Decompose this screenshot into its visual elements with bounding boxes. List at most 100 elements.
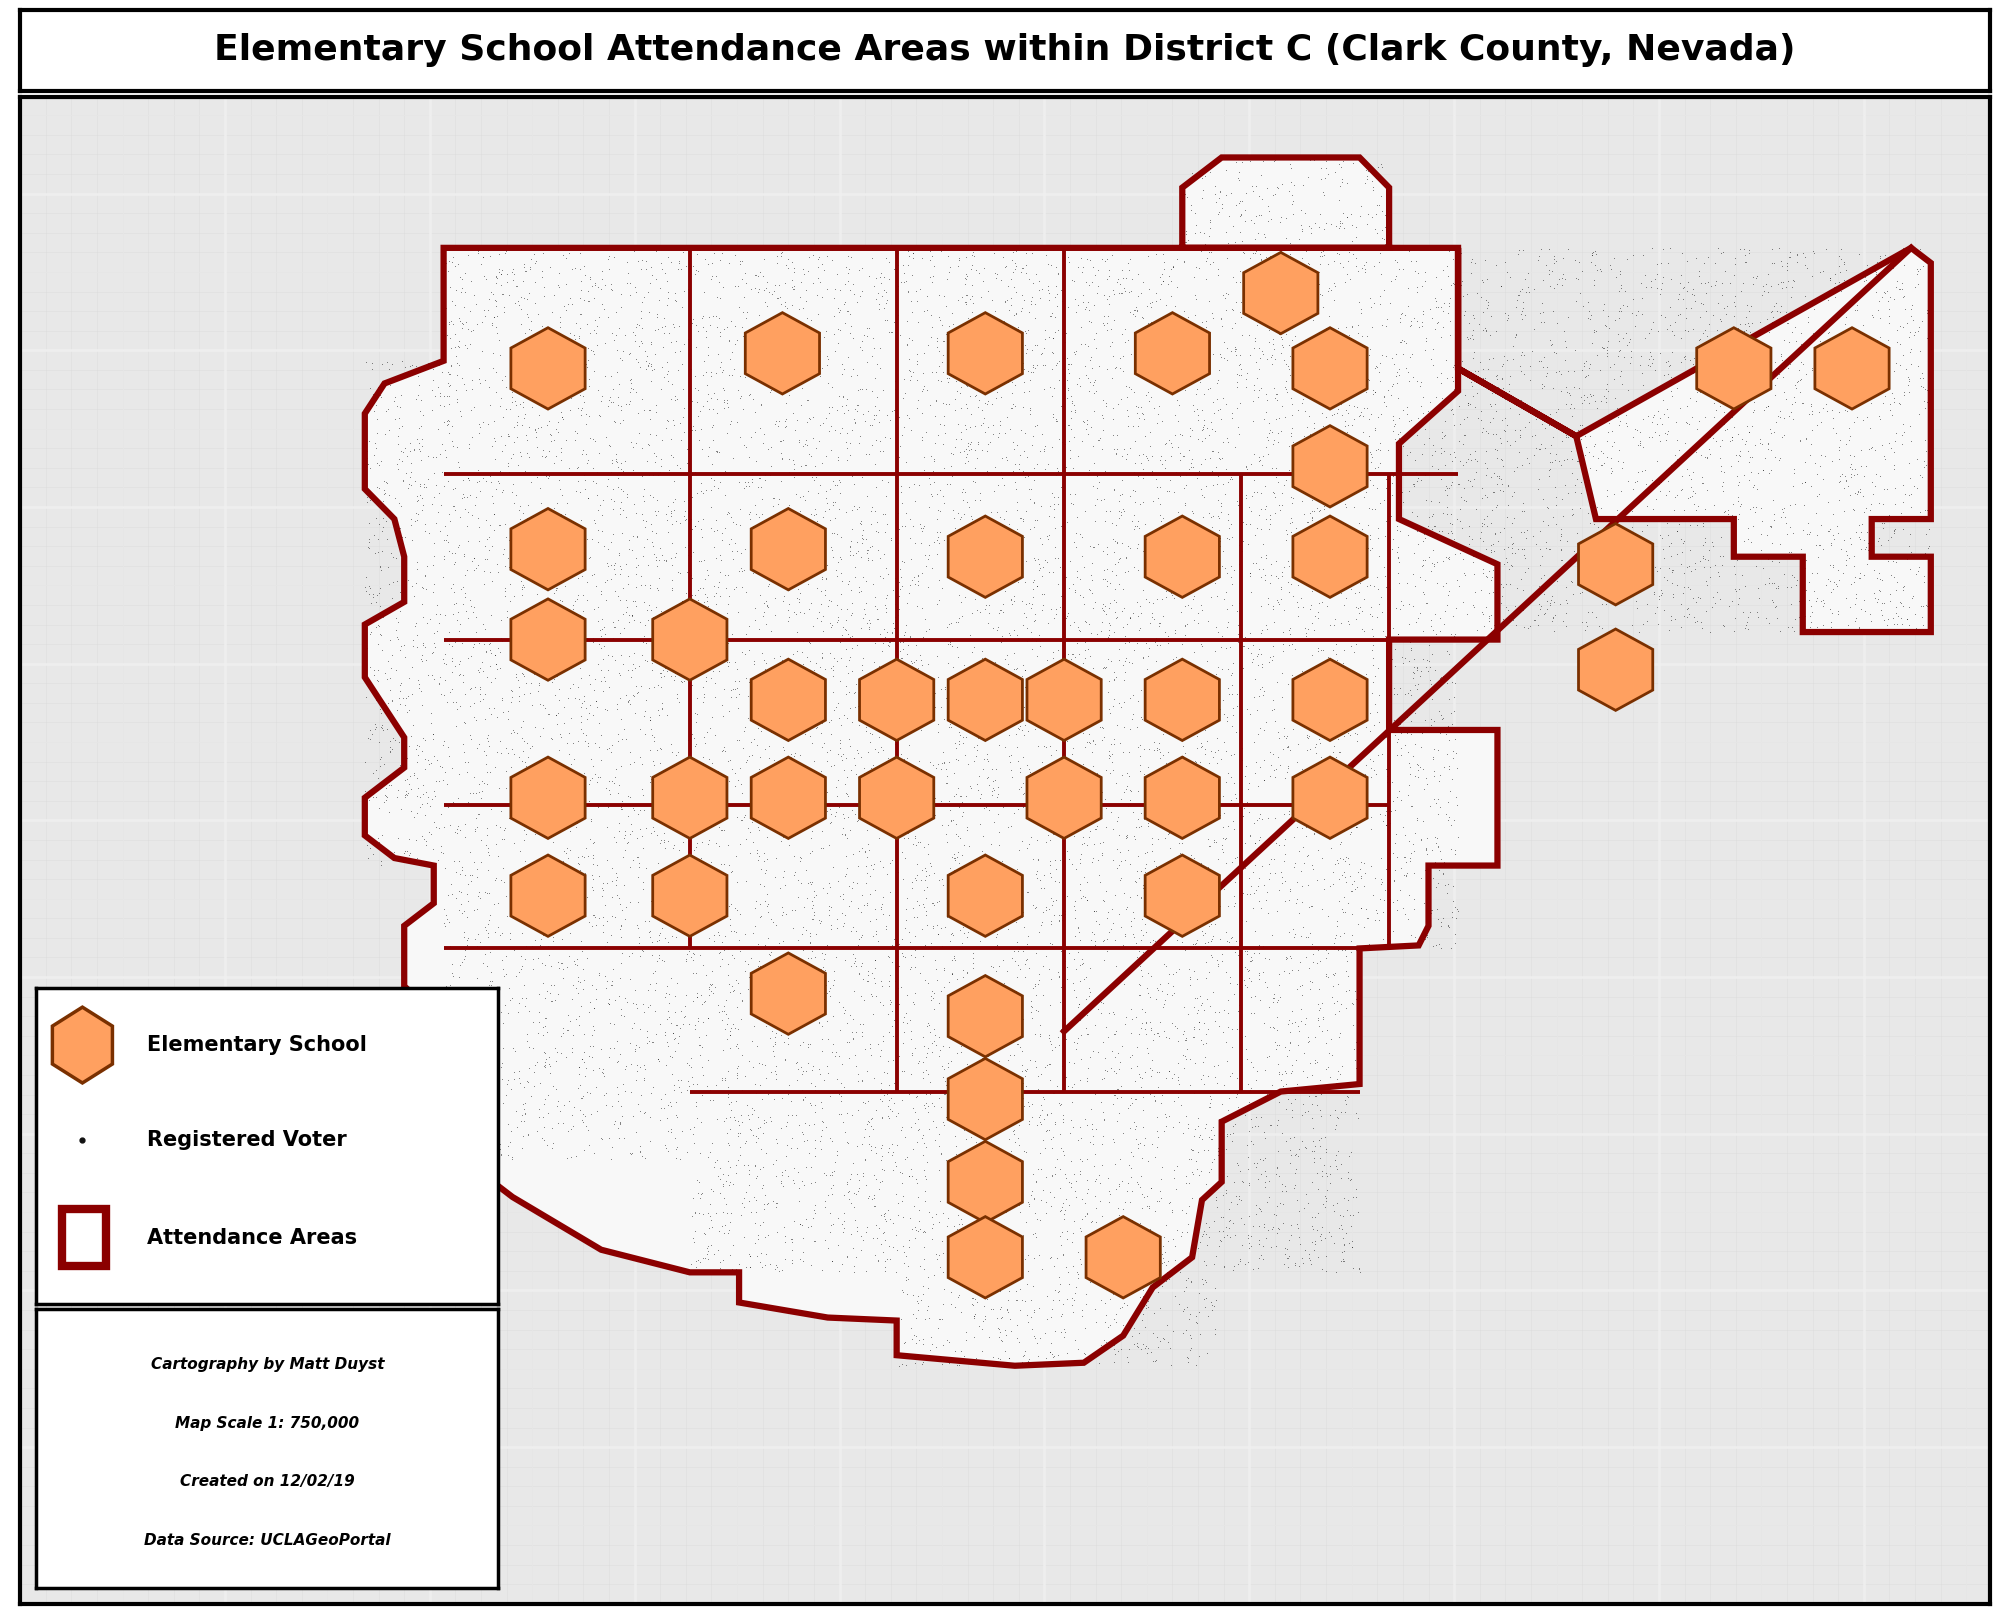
Point — [464, 630, 496, 656]
Point — [1017, 423, 1049, 449]
Point — [1317, 536, 1349, 562]
Point — [848, 987, 880, 1012]
Point — [870, 287, 902, 313]
Point — [1298, 1050, 1331, 1076]
Point — [915, 748, 947, 774]
Point — [494, 608, 527, 633]
Point — [1250, 544, 1282, 570]
Point — [1252, 420, 1284, 446]
Point — [1130, 510, 1162, 536]
Point — [454, 726, 486, 752]
Point — [1493, 431, 1526, 457]
Point — [810, 444, 842, 470]
Point — [1049, 627, 1081, 653]
Point — [876, 998, 909, 1024]
Point — [786, 352, 818, 377]
Point — [1112, 403, 1144, 429]
Point — [983, 1048, 1015, 1074]
Point — [915, 324, 947, 350]
Point — [565, 480, 597, 505]
Point — [1542, 309, 1574, 335]
Point — [466, 465, 498, 491]
Point — [434, 274, 466, 300]
Point — [1296, 578, 1329, 604]
Point — [498, 883, 531, 909]
Point — [384, 690, 416, 716]
Point — [525, 723, 557, 748]
Point — [1381, 888, 1413, 914]
Point — [939, 1072, 971, 1098]
Point — [1272, 434, 1304, 460]
Point — [1011, 1259, 1043, 1285]
Point — [794, 868, 826, 894]
Point — [1315, 1223, 1347, 1249]
Point — [955, 256, 987, 282]
Point — [1568, 573, 1600, 599]
Point — [1337, 447, 1369, 473]
Point — [981, 1139, 1013, 1165]
Point — [436, 789, 468, 815]
Point — [911, 765, 943, 791]
Point — [1311, 329, 1343, 355]
Point — [569, 844, 601, 870]
Point — [1355, 293, 1387, 319]
Point — [951, 282, 983, 308]
Point — [979, 757, 1011, 782]
Point — [726, 1006, 758, 1032]
Point — [1212, 468, 1244, 494]
Point — [1029, 1345, 1061, 1371]
Point — [701, 1106, 734, 1132]
Point — [728, 1194, 760, 1220]
Point — [1079, 335, 1112, 361]
Point — [603, 1082, 635, 1108]
Point — [850, 1035, 882, 1061]
Point — [1011, 340, 1043, 366]
Point — [1355, 444, 1387, 470]
Point — [1238, 408, 1270, 434]
Point — [1190, 697, 1222, 723]
Point — [1029, 700, 1061, 726]
Point — [1857, 481, 1889, 507]
Point — [1158, 254, 1190, 280]
Point — [1319, 726, 1351, 752]
Point — [1544, 526, 1576, 552]
Point — [957, 290, 989, 316]
Point — [870, 279, 902, 305]
Point — [951, 243, 983, 269]
Point — [446, 575, 478, 601]
Point — [1437, 698, 1469, 724]
Point — [649, 773, 681, 799]
Point — [1405, 601, 1437, 627]
Point — [878, 1149, 911, 1174]
Point — [826, 1051, 858, 1077]
Point — [1610, 569, 1642, 595]
Point — [1688, 251, 1721, 277]
Point — [860, 1166, 892, 1192]
Point — [1033, 522, 1065, 548]
Point — [1248, 833, 1280, 859]
Point — [505, 860, 537, 886]
Point — [1025, 1061, 1057, 1087]
Point — [474, 1085, 507, 1111]
Point — [886, 630, 919, 656]
Point — [708, 1171, 740, 1197]
Point — [1194, 1090, 1226, 1116]
Point — [1755, 309, 1787, 335]
Point — [1427, 518, 1459, 544]
Point — [1359, 415, 1391, 441]
Point — [816, 1158, 848, 1184]
Point — [462, 240, 494, 266]
Point — [683, 1249, 716, 1275]
Point — [1178, 1014, 1210, 1040]
Point — [704, 953, 736, 978]
Point — [1524, 573, 1556, 599]
Point — [933, 812, 965, 838]
Point — [1457, 305, 1489, 330]
Point — [1216, 591, 1248, 617]
Point — [724, 557, 756, 583]
Point — [766, 928, 798, 954]
Point — [1011, 878, 1043, 904]
Point — [1278, 925, 1311, 951]
Point — [1250, 1163, 1282, 1189]
Point — [1425, 371, 1457, 397]
